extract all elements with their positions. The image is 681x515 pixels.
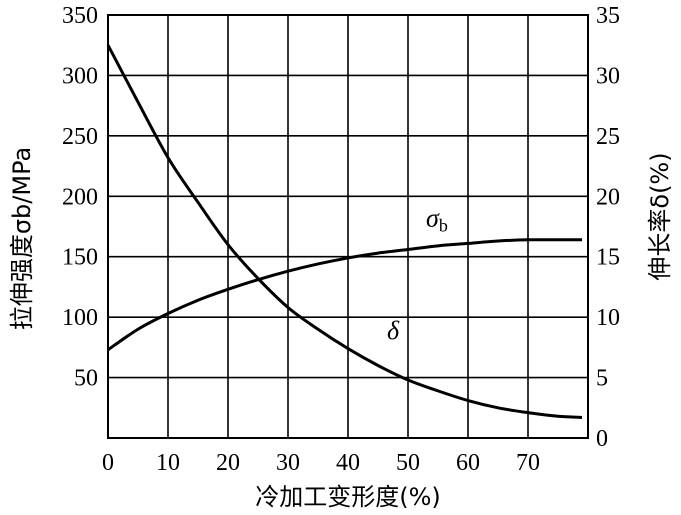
x-tick-label: 10 — [156, 450, 180, 476]
delta-curve-label: δ — [387, 316, 400, 345]
y-right-tick-label: 5 — [596, 366, 608, 392]
sigma-subscript: b — [439, 216, 448, 236]
y-right-tick-label: 0 — [596, 426, 608, 452]
y-left-tick-label: 300 — [62, 63, 98, 89]
y-right-tick-label: 30 — [596, 63, 620, 89]
x-axis-title: 冷加工变形度(%) — [255, 483, 441, 511]
x-tick-label: 30 — [276, 450, 300, 476]
y-left-tick-label: 250 — [62, 124, 98, 150]
y-left-tick-label: 50 — [74, 366, 98, 392]
y-right-axis-title: 伸长率δ(%) — [646, 152, 674, 280]
y-right-tick-label: 20 — [596, 184, 620, 210]
y-left-tick-label: 150 — [62, 245, 98, 271]
y-right-tick-label: 10 — [596, 305, 620, 331]
y-left-tick-label: 200 — [62, 184, 98, 210]
x-tick-label: 0 — [102, 450, 114, 476]
delta-series-line — [106, 44, 583, 419]
x-tick-label: 50 — [396, 450, 420, 476]
y-right-tick-label: 15 — [596, 245, 620, 271]
y-right-tick-label: 35 — [596, 3, 620, 29]
x-tick-label: 60 — [456, 450, 480, 476]
plot-frame — [107, 14, 589, 439]
curves — [106, 44, 583, 419]
sigma-b-curve-label: σb — [426, 204, 448, 236]
x-tick-label: 20 — [216, 450, 240, 476]
ticks: 0 10 20 30 40 50 60 70 50 100 150 200 250 300 350 0 5 10 1… — [62, 3, 620, 476]
y-left-axis-title: 拉伸强度σb/MPa — [8, 147, 36, 330]
grid — [108, 15, 588, 438]
y-right-tick-label: 25 — [596, 124, 620, 150]
x-tick-label: 70 — [516, 450, 540, 476]
y-left-tick-label: 100 — [62, 305, 98, 331]
x-tick-label: 40 — [336, 450, 360, 476]
sigma-symbol: σ — [426, 204, 440, 233]
y-left-tick-label: 350 — [62, 3, 98, 29]
sigma-b-series-line — [107, 238, 582, 352]
